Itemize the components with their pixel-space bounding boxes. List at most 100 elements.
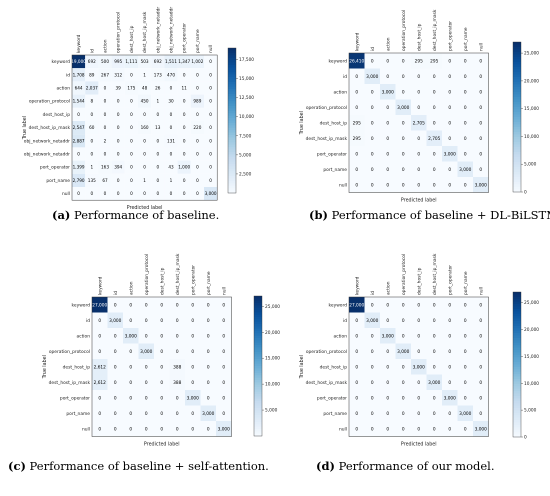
- heatmap-cell: [380, 115, 396, 131]
- colorbar-segment: [513, 374, 521, 377]
- cell-value-label: 0: [402, 395, 405, 401]
- heatmap-cell: [169, 374, 185, 390]
- heatmap-grid: 26,410 0 0 0 295 295 0 0 0 0 3,000 0 0 0 0 0 0 0 0 0 3,000 0 0…: [349, 53, 489, 193]
- heatmap-cell: [138, 68, 152, 82]
- cell-value-label: 1,347: [178, 59, 190, 64]
- heatmap-cell: [85, 107, 99, 121]
- cell-value-label: 0: [209, 59, 212, 64]
- heatmap-cell: [124, 134, 138, 148]
- cell-value-label: 0: [143, 138, 146, 143]
- colorbar-segment: [513, 42, 521, 45]
- colorbar-segment: [513, 102, 521, 105]
- cell-value-label: 0: [386, 74, 389, 80]
- cell-value-label: 0: [114, 349, 117, 355]
- colorbar-segment: [513, 422, 521, 426]
- heatmap-cell: [177, 134, 191, 148]
- colorbar-segment: [513, 47, 521, 50]
- colorbar-tick-label: 10,000: [239, 114, 254, 120]
- cell-value-label: 0: [207, 302, 210, 308]
- predicted-tick-label: port_operator: [182, 23, 188, 53]
- heatmap-cell: [177, 187, 191, 201]
- colorbar-segment: [513, 434, 521, 438]
- cell-value-label: 0: [402, 74, 405, 80]
- colorbar-tick-label: 7,500: [239, 133, 252, 139]
- cell-value-label: 0: [371, 411, 374, 417]
- cell-value-label: 3,000: [428, 380, 441, 386]
- colorbar-segment: [254, 328, 262, 332]
- colorbar-segment: [228, 110, 236, 114]
- predicted-tick-label: null: [208, 45, 214, 53]
- cell-value-label: 3,000: [475, 426, 488, 432]
- cell-value-label: 1: [143, 178, 146, 183]
- heatmap-cell: [164, 55, 178, 69]
- cell-value-label: 0: [386, 349, 389, 355]
- heatmap-cell: [111, 68, 125, 82]
- heatmap-cell: [151, 160, 165, 174]
- heatmap-cell: [72, 68, 86, 82]
- cell-value-label: 0: [464, 151, 467, 157]
- heatmap-cell: [426, 53, 442, 69]
- colorbar-segment: [513, 187, 521, 190]
- cell-value-label: 0: [176, 395, 179, 401]
- heatmap-frame: [91, 296, 232, 437]
- cell-value-label: 0: [402, 151, 405, 157]
- cell-value-label: 0: [479, 136, 482, 142]
- colorbar-tick-label: 25,000: [524, 51, 539, 57]
- heatmap-cell: [380, 328, 396, 344]
- cell-value-label: 503: [141, 59, 149, 64]
- heatmap-cell: [473, 297, 489, 313]
- heatmap-cell: [380, 130, 396, 146]
- cell-value-label: 0: [417, 74, 420, 80]
- colorbar-segment: [228, 52, 236, 56]
- colorbar-segment: [254, 373, 262, 376]
- colorbar-segment: [254, 422, 262, 425]
- heatmap-cell: [457, 312, 473, 328]
- heatmap-cell: [92, 312, 108, 328]
- cell-value-label: 0: [129, 395, 132, 401]
- caption-d: (d) Performance of our model.: [316, 459, 495, 473]
- colorbar-segment: [254, 310, 262, 313]
- heatmap-cell: [85, 94, 99, 108]
- heatmap-cell: [169, 343, 185, 359]
- cell-value-label: 39: [116, 85, 122, 90]
- heatmap-cell: [185, 374, 201, 390]
- heatmap-cell: [138, 405, 154, 421]
- heatmap-cell: [442, 328, 458, 344]
- true-tick-label: action: [333, 89, 347, 95]
- cell-value-label: 0: [209, 178, 212, 183]
- heatmap-cell: [72, 81, 86, 95]
- cell-value-label: 0: [464, 302, 467, 308]
- cell-value-label: 67: [102, 178, 108, 183]
- cell-value-label: 0: [196, 165, 199, 170]
- heatmap-cell: [204, 107, 218, 121]
- true-tick-label: action: [76, 333, 90, 339]
- cell-value-label: 0: [371, 426, 374, 432]
- cell-value-label: 175: [127, 85, 135, 90]
- cell-value-label: 3,000: [382, 333, 395, 339]
- colorbar-segment: [254, 401, 262, 404]
- caption-b: (b) Performance of baseline + DL-BiLSTM.: [309, 208, 550, 222]
- colorbar-segment: [228, 132, 236, 136]
- heatmap-cell: [111, 147, 125, 161]
- cell-value-label: 0: [209, 125, 212, 130]
- cell-value-label: 30: [168, 99, 174, 104]
- cell-value-label: 0: [448, 302, 451, 308]
- heatmap-cell: [98, 121, 112, 135]
- cell-value-label: 0: [129, 349, 132, 355]
- heatmap-cell: [107, 297, 123, 313]
- colorbar: 2,500 5,000 7,500 10,000 12,500 15,000 17,500: [227, 47, 254, 194]
- cell-value-label: 0: [479, 364, 482, 370]
- cell-value-label: 0: [196, 191, 199, 196]
- cell-value-label: 0: [433, 74, 436, 80]
- heatmap-cell: [442, 374, 458, 390]
- cell-value-label: 388: [173, 364, 181, 370]
- colorbar-segment: [254, 375, 262, 379]
- heatmap-cell: [123, 343, 139, 359]
- colorbar-segment: [254, 394, 262, 397]
- caption-a-tag: (a): [52, 208, 71, 222]
- cell-value-label: 0: [402, 318, 405, 324]
- heatmap-frame: [71, 54, 218, 201]
- colorbar-segment: [513, 162, 521, 165]
- cell-value-label: 0: [183, 151, 186, 156]
- true-tick-label: action: [56, 86, 70, 92]
